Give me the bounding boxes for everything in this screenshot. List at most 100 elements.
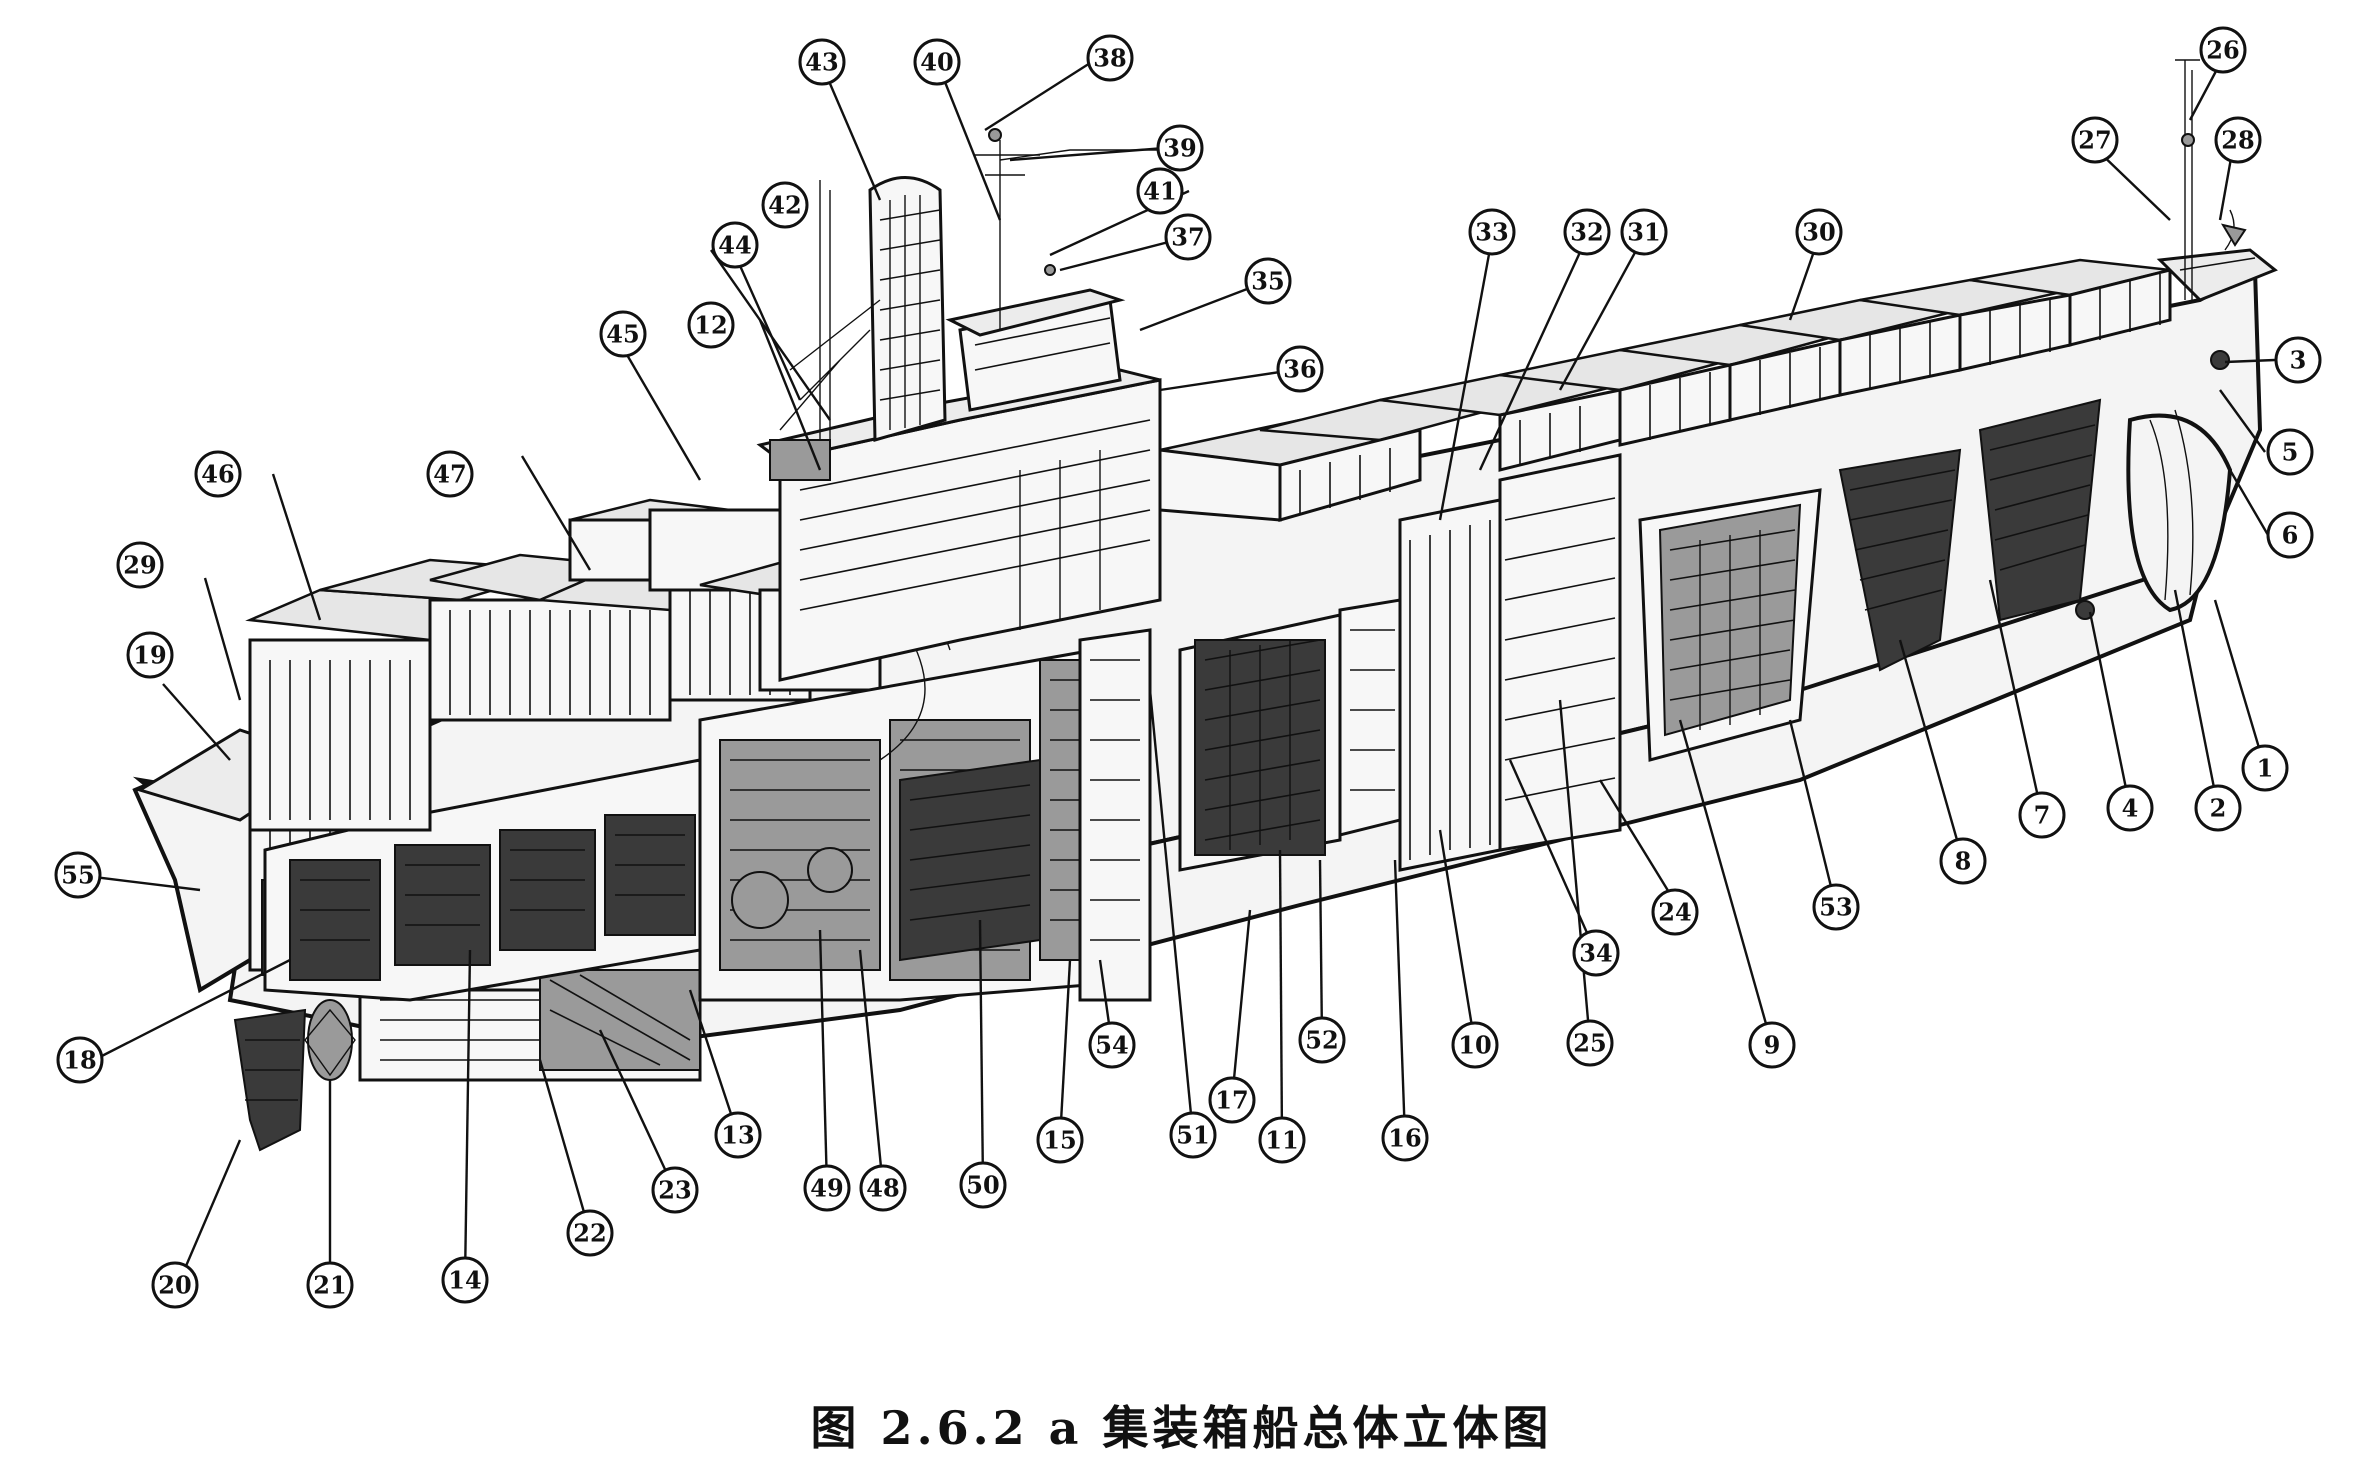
bow-section [2156,59,2278,370]
callout-13: 13 [714,1111,762,1159]
svg-text:35: 35 [1251,267,1284,296]
callout-35: 35 [1244,257,1292,305]
svg-text:37: 37 [1171,223,1204,252]
svg-text:20: 20 [158,1271,191,1300]
svg-text:23: 23 [658,1176,691,1205]
svg-text:6: 6 [2282,521,2299,550]
callout-25: 25 [1566,1019,1614,1067]
svg-text:48: 48 [866,1174,899,1203]
callout-33: 33 [1468,208,1516,256]
svg-text:42: 42 [768,191,801,220]
callout-39: 39 [1156,124,1204,172]
callout-46: 46 [194,450,242,498]
svg-text:31: 31 [1627,218,1660,247]
callout-7: 7 [2018,791,2066,839]
callout-22: 22 [566,1209,614,1257]
svg-text:50: 50 [966,1171,999,1200]
callout-24: 24 [1651,888,1699,936]
leader-lines [77,56,2276,1281]
svg-text:13: 13 [721,1121,754,1150]
svg-text:16: 16 [1388,1124,1421,1153]
callout-36: 36 [1276,345,1324,393]
figure-caption: 图 2.6.2 a 集装箱船总体立体图 [810,1401,1553,1455]
callout-2: 2 [2194,784,2242,832]
callout-16: 16 [1381,1114,1429,1162]
callout-34: 34 [1572,929,1620,977]
svg-text:25: 25 [1573,1029,1606,1058]
svg-text:10: 10 [1458,1031,1491,1060]
callout-20: 20 [151,1261,199,1309]
callout-48: 48 [859,1164,907,1212]
callout-14: 14 [441,1256,489,1304]
callout-50: 50 [959,1161,1007,1209]
callout-5: 5 [2266,428,2314,476]
svg-text:15: 15 [1043,1126,1076,1155]
svg-text:32: 32 [1570,218,1603,247]
callout-9: 9 [1748,1021,1796,1069]
callout-37: 37 [1164,213,1212,261]
callout-28: 28 [2214,116,2262,164]
svg-text:38: 38 [1093,44,1126,73]
svg-text:51: 51 [1176,1121,1209,1150]
svg-text:9: 9 [1764,1031,1781,1060]
callout-55: 55 [54,851,102,899]
callout-11: 11 [1258,1116,1306,1164]
svg-text:4: 4 [2122,794,2139,823]
callout-15: 15 [1036,1116,1084,1164]
svg-text:22: 22 [573,1219,606,1248]
svg-text:30: 30 [1802,218,1835,247]
callout-49: 49 [803,1164,851,1212]
svg-text:47: 47 [433,460,466,489]
svg-text:53: 53 [1819,893,1852,922]
svg-text:3: 3 [2290,346,2307,375]
callout-52: 52 [1298,1016,1346,1064]
svg-text:54: 54 [1095,1031,1128,1060]
svg-text:45: 45 [606,320,639,349]
callout-53: 53 [1812,883,1860,931]
svg-text:40: 40 [920,48,953,77]
callout-47: 47 [426,450,474,498]
svg-text:19: 19 [133,641,166,670]
callout-44: 44 [711,221,759,269]
callout-31: 31 [1620,208,1668,256]
svg-text:17: 17 [1215,1086,1248,1115]
svg-text:39: 39 [1163,134,1196,163]
callout-41: 41 [1136,167,1184,215]
callout-27: 27 [2071,116,2119,164]
callout-8: 8 [1939,837,1987,885]
callout-1: 1 [2241,744,2289,792]
callout-23: 23 [651,1166,699,1214]
svg-text:14: 14 [448,1266,481,1295]
svg-text:34: 34 [1579,939,1612,968]
callout-30: 30 [1795,208,1843,256]
svg-text:28: 28 [2221,126,2254,155]
callout-42: 42 [761,181,809,229]
svg-text:55: 55 [61,861,94,890]
svg-text:44: 44 [718,231,751,260]
svg-text:2: 2 [2210,794,2227,823]
svg-text:52: 52 [1305,1026,1338,1055]
callout-12: 12 [687,301,735,349]
svg-text:27: 27 [2078,126,2111,155]
engine-room [698,609,1152,1002]
callout-17: 17 [1208,1076,1256,1124]
svg-text:12: 12 [694,311,727,340]
midship-holds [1178,398,2102,872]
callout-3: 3 [2274,336,2322,384]
svg-text:24: 24 [1658,898,1691,927]
svg-text:46: 46 [201,460,234,489]
callout-43: 43 [798,38,846,86]
callout-21: 21 [306,1261,354,1309]
callout-32: 32 [1563,208,1611,256]
superstructure [756,128,1162,682]
svg-text:18: 18 [63,1046,96,1075]
svg-text:8: 8 [1955,847,1972,876]
svg-text:26: 26 [2206,36,2239,65]
svg-text:7: 7 [2034,801,2051,830]
callout-6: 6 [2266,511,2314,559]
callout-45: 45 [599,310,647,358]
callout-18: 18 [56,1036,104,1084]
svg-text:33: 33 [1475,218,1508,247]
svg-text:49: 49 [810,1174,843,1203]
